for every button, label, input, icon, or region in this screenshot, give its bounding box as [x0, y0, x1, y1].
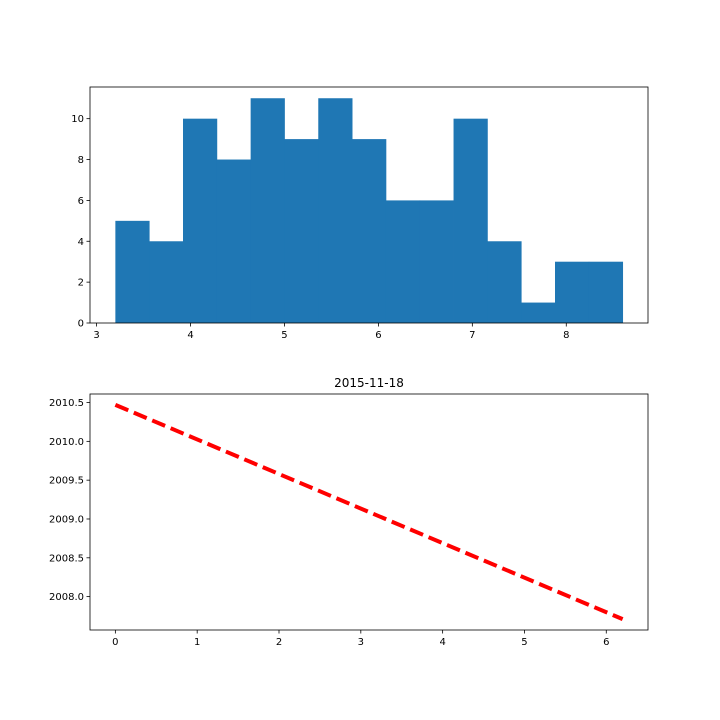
histogram-bar: [115, 220, 150, 323]
line-plot-frame: [89, 393, 649, 631]
histogram-bar: [588, 261, 624, 323]
trend-line: [114, 403, 624, 621]
line-chart-title: 2015-11-18: [334, 376, 404, 390]
x-tick-label: 5: [281, 330, 287, 341]
y-tick-label: 6: [78, 196, 84, 207]
histogram-bar: [419, 200, 454, 323]
y-tick-label: 2008.5: [49, 553, 84, 564]
x-tick-label: 3: [358, 637, 364, 648]
y-tick-label: 8: [78, 155, 84, 166]
x-tick-label: 1: [194, 637, 200, 648]
histogram-bar: [216, 159, 252, 323]
y-tick-label: 4: [78, 237, 84, 248]
histogram-bar: [385, 200, 421, 323]
y-tick-label: 2010.5: [49, 398, 84, 409]
histogram-y-axis: 0 2 4 6 8 10: [71, 114, 90, 330]
x-tick-label: 4: [439, 637, 445, 648]
line-series: [114, 403, 624, 621]
histogram-x-axis: 3 4 5 6 7 8: [93, 323, 569, 341]
line-y-axis: 2008.0 2008.5 2009.0 2009.5 2010.0 2010.5: [49, 398, 90, 603]
x-tick-label: 5: [521, 637, 527, 648]
x-tick-label: 7: [469, 330, 475, 341]
x-tick-label: 8: [563, 330, 569, 341]
x-tick-label: 2: [276, 637, 282, 648]
histogram-bar: [318, 98, 353, 323]
histogram-bar: [555, 261, 590, 323]
x-tick-label: 3: [93, 330, 99, 341]
histogram-bars: [115, 98, 624, 324]
y-tick-label: 0: [78, 319, 84, 330]
y-tick-label: 2: [78, 278, 84, 289]
y-tick-label: 10: [71, 114, 84, 125]
x-tick-label: 6: [375, 330, 381, 341]
y-tick-label: 2008.0: [49, 592, 84, 603]
histogram-bar: [183, 118, 218, 324]
histogram-bar: [521, 302, 556, 323]
y-tick-label: 2009.5: [49, 476, 84, 487]
histogram-plot-frame: [89, 86, 649, 324]
y-tick-label: 2010.0: [49, 437, 84, 448]
histogram-bar: [352, 139, 387, 323]
x-tick-label: 6: [603, 637, 609, 648]
histogram-bar: [149, 241, 184, 323]
y-tick-label: 2009.0: [49, 514, 84, 525]
histogram-bar: [453, 118, 488, 324]
histogram-chart: 3 4 5 6 7 8 0 2 4 6 8 10: [71, 86, 649, 341]
histogram-bar: [250, 98, 285, 323]
histogram-bar: [284, 139, 319, 323]
x-tick-label: 0: [112, 637, 118, 648]
x-tick-label: 4: [187, 330, 193, 341]
histogram-bar: [487, 241, 522, 323]
line-x-axis: 0 1 2 3 4 5 6: [112, 630, 609, 648]
